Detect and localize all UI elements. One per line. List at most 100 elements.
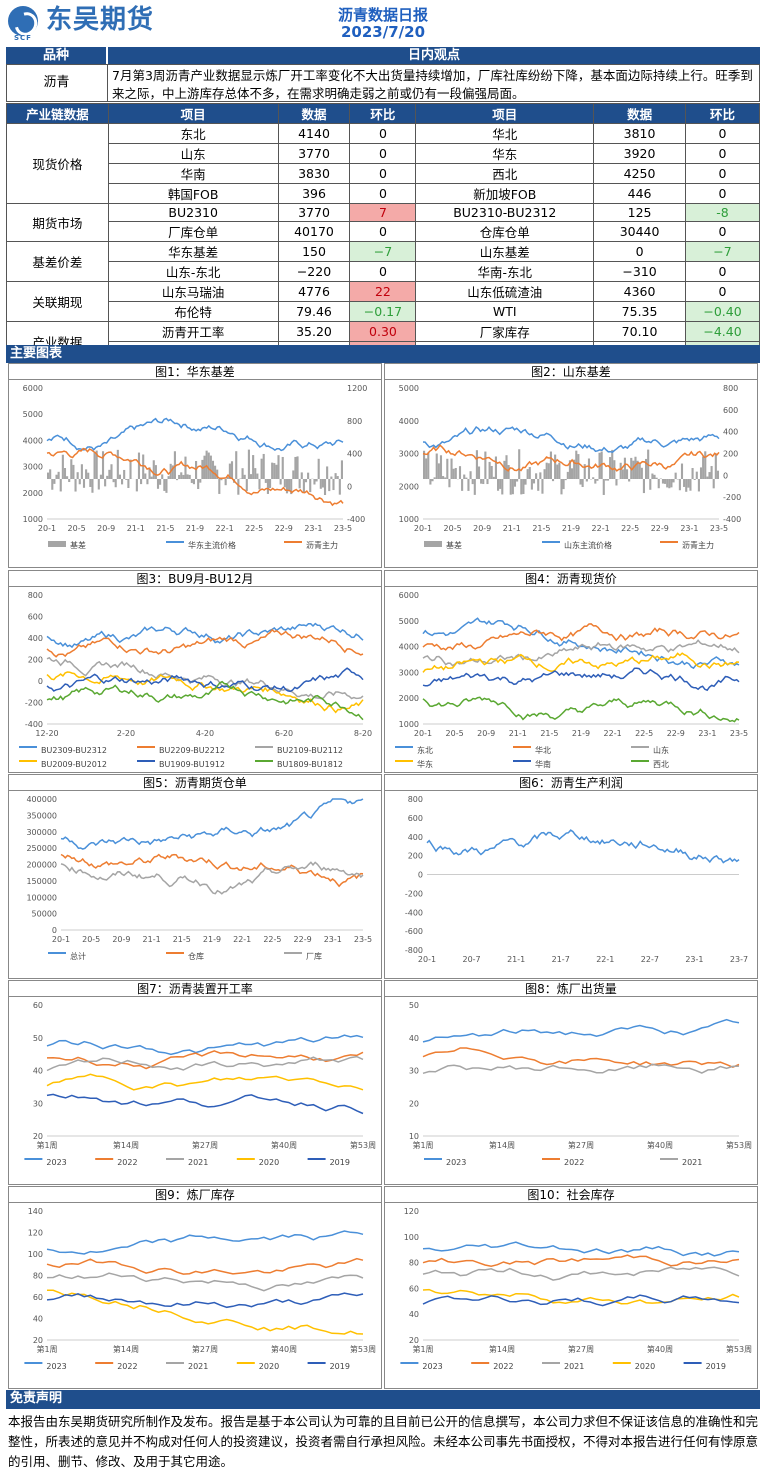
y-tick: 0 <box>418 871 423 880</box>
x-tick: 21-1 <box>127 524 145 533</box>
x-tick: 21-1 <box>507 955 525 964</box>
basis-bar <box>277 455 280 479</box>
x-tick: 第14周 <box>489 1344 515 1354</box>
table-cell: 125 <box>593 203 687 222</box>
y-tick: 40 <box>33 1315 43 1324</box>
y-tick: 200 <box>408 852 423 861</box>
legend-swatch <box>255 760 273 762</box>
legend-swatch <box>424 541 442 547</box>
basis-bar <box>271 462 274 479</box>
y2-tick: -400 <box>723 515 741 524</box>
table-cell: 厂家库存 <box>415 321 595 342</box>
x-tick: 2-20 <box>117 729 135 738</box>
basis-bar <box>592 477 595 479</box>
x-tick: 22-5 <box>263 935 281 944</box>
table-cell: 0 <box>685 221 760 242</box>
y-tick: 1000 <box>399 515 419 524</box>
table-cell: -8 <box>685 203 760 222</box>
disclaimer-text: 本报告由东吴期货研究所制作及发布。报告是基于本公司认为可靠的且目前已公开的信息撰… <box>8 1414 759 1469</box>
legend-label: 沥青主力 <box>306 540 338 550</box>
table-cell: 华南 <box>107 163 279 184</box>
table-cell: 华北 <box>415 123 595 144</box>
basis-bar <box>319 479 322 489</box>
basis-bar <box>252 455 255 479</box>
table-cell: 0 <box>349 261 417 282</box>
table-cell: 新加坡FOB <box>415 183 595 204</box>
legend-swatch <box>631 760 649 762</box>
table-cell: 0 <box>685 261 760 282</box>
table-cell: 40170 <box>277 221 351 242</box>
legend-label: 基差 <box>70 540 86 550</box>
legend-label: BU1809-BU1812 <box>277 760 343 769</box>
basis-bar <box>611 449 614 479</box>
basis-bar <box>292 470 295 479</box>
y-tick: 600 <box>408 814 423 823</box>
basis-bar <box>585 479 588 482</box>
basis-bar <box>604 479 607 481</box>
basis-bar <box>423 450 426 479</box>
y-tick: 20 <box>33 1336 43 1345</box>
series-line <box>422 696 740 723</box>
x-tick: 22-1 <box>604 729 622 738</box>
chart-title: 图2：山东基差 <box>385 364 757 380</box>
basis-bar <box>469 471 472 479</box>
basis-bar <box>448 479 451 488</box>
basis-bar <box>163 479 166 491</box>
table-cell: 4250 <box>593 163 687 184</box>
legend-swatch <box>166 541 184 543</box>
chart-title: 图1：华东基差 <box>9 364 381 380</box>
basis-bar <box>313 479 316 485</box>
table-cell: 7 <box>349 203 417 222</box>
table-cell: 150 <box>277 241 351 262</box>
x-tick: 20-5 <box>68 524 86 533</box>
basis-bar <box>492 476 495 479</box>
y-tick: 80 <box>33 1272 43 1281</box>
legend-swatch <box>284 541 302 543</box>
basis-bar <box>640 467 643 479</box>
y-tick: 30 <box>409 1067 419 1076</box>
basis-bar <box>78 479 81 485</box>
x-tick: 8-20 <box>354 729 372 738</box>
legend-label: 总计 <box>70 951 86 961</box>
basis-bar <box>129 459 132 479</box>
table-cell: 布伦特 <box>107 301 279 322</box>
basis-bar <box>182 474 185 479</box>
table-cell: 仓库仓单 <box>415 221 595 242</box>
legend-label: 2021 <box>564 1362 584 1371</box>
series-line <box>46 417 344 452</box>
x-tick: 第27周 <box>192 1140 218 1150</box>
basis-bar <box>171 465 174 479</box>
table-header: 项目 <box>415 103 595 124</box>
table-header: 数据 <box>593 103 687 124</box>
chart-panel: 图7：沥青装置开工率 20 30 40 50 60 第1周 第14周 第27周 第40周 第53周 2… <box>8 980 382 1185</box>
x-tick: 第40周 <box>647 1344 673 1354</box>
basis-bar <box>296 456 299 479</box>
intraday-header: 日内观点 <box>108 47 760 64</box>
legend-label: 华东主流价格 <box>188 540 236 550</box>
x-tick: 20-9 <box>473 524 491 533</box>
x-tick: 22-1 <box>216 524 234 533</box>
y-tick: 800 <box>28 591 43 600</box>
series-line <box>422 1018 740 1043</box>
legend-swatch <box>683 1362 702 1364</box>
basis-bar <box>55 474 58 479</box>
x-tick: 22-9 <box>275 524 293 533</box>
chart-title: 图7：沥青装置开工率 <box>9 981 381 997</box>
viewpoint-text: 7月第3周沥青产业数据显示炼厂开工率变化不大出货量持续增加，厂库社库纷纷下降，基… <box>112 68 753 101</box>
legend-label: 2020 <box>259 1158 279 1167</box>
legend-swatch <box>48 952 66 954</box>
basis-bar <box>480 479 483 484</box>
basis-bar <box>427 452 430 479</box>
basis-bar <box>446 458 449 479</box>
basis-bar <box>706 476 709 479</box>
basis-bar <box>53 479 56 484</box>
legend-label: 2023 <box>422 1362 442 1371</box>
basis-bar <box>302 479 305 493</box>
table-cell: −7 <box>685 241 760 262</box>
basis-bar <box>315 479 318 482</box>
x-tick: 23-1 <box>304 524 322 533</box>
table-cell: 韩国FOB <box>107 183 279 204</box>
basis-bar <box>693 479 696 481</box>
y2-tick: 600 <box>723 406 738 415</box>
basis-bar <box>135 479 138 492</box>
